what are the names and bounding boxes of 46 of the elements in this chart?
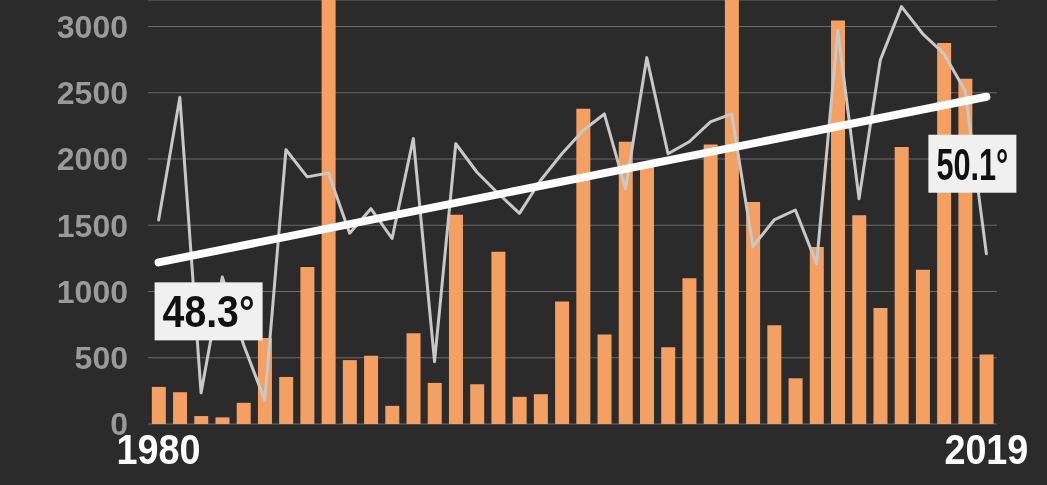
bar	[873, 308, 888, 424]
bar	[682, 278, 697, 424]
bar	[703, 144, 718, 424]
bar	[342, 360, 357, 424]
x-tick-label: 2019	[944, 426, 1038, 473]
bar	[555, 301, 570, 424]
bar	[576, 108, 591, 424]
bar	[915, 269, 930, 424]
bar	[979, 354, 994, 424]
bar	[852, 215, 867, 424]
y-tick-label: 500	[74, 340, 128, 377]
bar	[512, 396, 527, 424]
bar	[321, 0, 336, 424]
bar	[279, 376, 294, 424]
y-tick-label: 1500	[56, 207, 128, 244]
bar	[831, 20, 846, 424]
bar	[364, 355, 379, 424]
bar	[406, 333, 421, 424]
bar	[597, 334, 612, 424]
bar	[661, 347, 676, 424]
y-tick-label: 3000	[56, 8, 128, 45]
bar	[173, 392, 188, 424]
bar	[746, 202, 761, 424]
bar	[491, 251, 506, 424]
bar	[194, 416, 209, 424]
bar	[151, 386, 166, 424]
bar	[533, 394, 548, 424]
bar	[618, 141, 633, 424]
bar	[809, 247, 824, 424]
bar	[300, 266, 315, 424]
bar	[767, 325, 782, 424]
bar	[448, 214, 463, 424]
bar	[215, 417, 230, 424]
bar	[470, 384, 485, 424]
bar	[894, 147, 909, 424]
bar	[788, 378, 803, 424]
annotation: 48.3°	[162, 287, 266, 337]
y-tick-label: 1000	[56, 273, 128, 310]
bar	[427, 382, 442, 424]
annotation: 50.1°	[936, 139, 1040, 189]
bar	[640, 165, 654, 424]
y-tick-label: 2000	[56, 141, 128, 178]
y-tick-label: 2500	[56, 75, 128, 112]
bar	[236, 402, 251, 424]
bar	[724, 0, 739, 424]
bar	[385, 405, 400, 424]
